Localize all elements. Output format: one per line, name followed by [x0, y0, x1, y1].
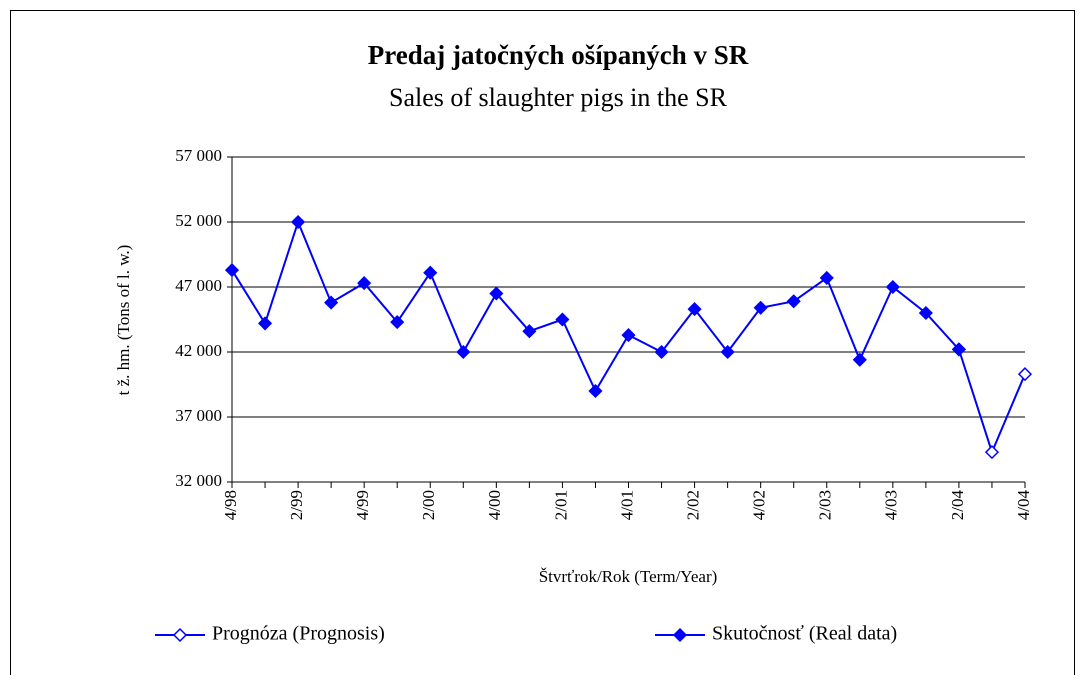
data-point [1017, 367, 1033, 382]
data-point [654, 344, 669, 360]
data-point [489, 286, 504, 301]
data-point [324, 295, 339, 310]
data-point [753, 300, 768, 315]
data-point [357, 276, 372, 291]
y-axis-label: t ž. hm. (Tons of l. w.) [114, 245, 133, 396]
data-point [819, 270, 834, 285]
data-point [885, 279, 900, 295]
data-point [852, 352, 867, 367]
y-tick-label: 32 000 [175, 471, 222, 490]
x-tick-label: 4/99 [353, 490, 372, 520]
data-point [951, 342, 966, 357]
y-tick-label: 57 000 [175, 146, 222, 165]
series-line [231, 219, 960, 394]
x-tick-label: 2/00 [419, 490, 438, 520]
x-axis-label: Štvrťrok/Rok (Term/Year) [539, 567, 718, 586]
data-point [257, 316, 273, 331]
x-tick-label: 2/99 [287, 490, 306, 520]
data-point [456, 344, 471, 360]
data-point [390, 315, 405, 330]
x-tick-label: 2/01 [551, 490, 570, 520]
y-tick-label: 52 000 [175, 211, 222, 230]
legend-marker [672, 627, 688, 643]
x-tick-label: 4/04 [1014, 490, 1033, 521]
x-tick-label: 4/01 [617, 490, 636, 520]
y-tick-label: 42 000 [175, 341, 222, 360]
data-point [687, 302, 702, 317]
data-point [621, 328, 636, 343]
chart-frame [10, 10, 1075, 675]
legend-label: Prognóza (Prognosis) [212, 623, 385, 645]
data-point [984, 445, 1000, 460]
x-tick-label: 4/03 [882, 490, 901, 520]
x-tick-label: 4/00 [485, 490, 504, 520]
data-point [291, 214, 306, 230]
x-tick-label: 2/03 [816, 490, 835, 520]
series-line [957, 349, 1026, 455]
data-point [423, 265, 438, 280]
data-point [224, 263, 240, 278]
x-tick-label: 4/02 [750, 490, 769, 520]
x-tick-label: 2/04 [948, 490, 967, 521]
y-tick-label: 37 000 [175, 406, 222, 425]
chart-title: Predaj jatočných ošípaných v SR [368, 40, 749, 70]
data-point [786, 294, 801, 309]
data-point [522, 324, 537, 339]
x-tick-label: 2/02 [683, 490, 702, 520]
legend-label: Skutočnosť (Real data) [712, 623, 897, 645]
chart-subtitle: Sales of slaughter pigs in the SR [389, 83, 728, 112]
data-point [588, 383, 603, 399]
data-point [720, 344, 735, 360]
legend-marker [172, 627, 188, 643]
x-tick-label: 4/98 [221, 490, 240, 520]
data-point [918, 305, 933, 321]
data-point [555, 312, 570, 327]
y-tick-label: 47 000 [175, 276, 222, 295]
